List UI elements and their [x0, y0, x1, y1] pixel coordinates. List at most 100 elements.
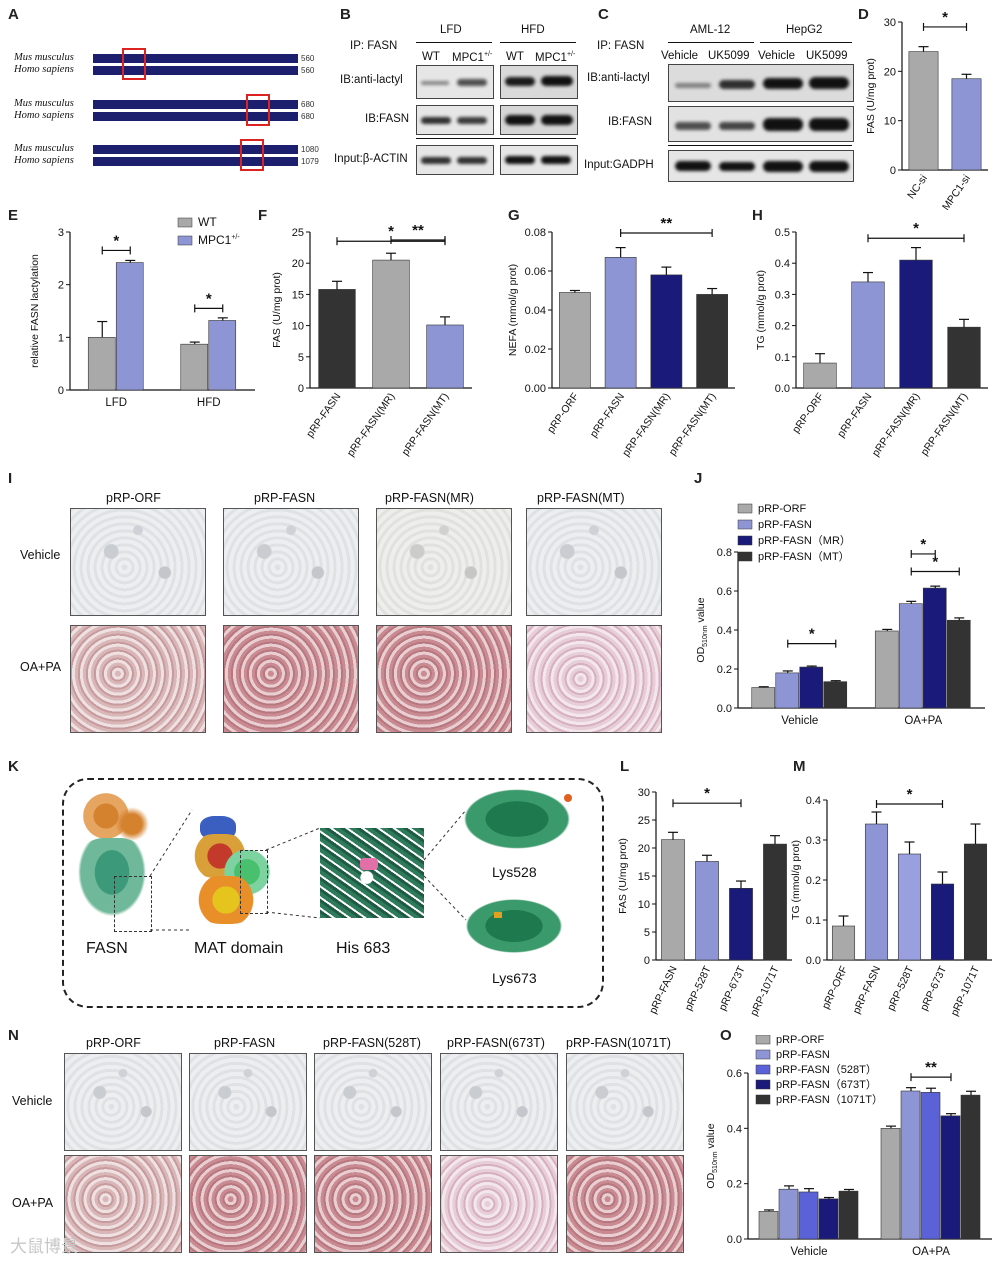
panel-label-e: E [8, 207, 19, 224]
x-tick-label: pRP-FASN(MR) [345, 391, 398, 459]
significance-mark: * [388, 223, 394, 240]
legend-swatch [755, 1064, 771, 1075]
micrograph [64, 1155, 182, 1253]
legend-label: pRP-FASN（528T） [776, 1063, 877, 1076]
species-label: Mus musculus [14, 143, 74, 154]
chart-o-od-value: 0.0 0.2 0.4 0.6 OD510nm value Vehicle OA+PA pRP… [705, 1035, 992, 1258]
y-axis-label-subscript: 510nm [702, 625, 709, 647]
legend-label-text: pRP-FASN（1071T） [776, 1093, 883, 1106]
blot-strip [668, 64, 854, 102]
panel-label-m: M [793, 758, 806, 775]
y-tick-label: 30 [638, 787, 650, 799]
bar [87, 337, 116, 391]
significance-mark: * [113, 232, 119, 249]
bar [940, 1115, 961, 1240]
significance-mark: * [913, 220, 919, 237]
group-underline [416, 42, 492, 43]
panel-label-h: H [752, 207, 763, 224]
blot-band [541, 156, 571, 164]
blot-band [763, 118, 803, 131]
bar [930, 883, 955, 961]
chart-j-od-value: 0.0 0.2 0.4 0.6 0.8 OD510nm value Vehicle OA+PA… [695, 503, 985, 727]
panel-label-i: I [8, 470, 13, 487]
bar [318, 289, 356, 389]
blot-band [421, 117, 451, 124]
blot-band [505, 77, 535, 86]
blot-strip [500, 65, 578, 99]
bar [963, 843, 988, 961]
x-tick-label: pRP-FASN(MT) [667, 391, 719, 458]
legend-swatch [177, 217, 193, 228]
bar [897, 853, 922, 961]
blot-band [457, 79, 487, 86]
x-tick-label: pRP-673T [918, 964, 949, 1013]
blot-band [719, 122, 755, 130]
bar [874, 630, 899, 709]
y-tick-label: 0.6 [727, 1068, 742, 1080]
legend-label-text: WT [198, 215, 217, 229]
lys528-structure [462, 788, 572, 850]
y-axis-label: FAS (U/mg prot) [617, 838, 629, 914]
panel-label-l: L [620, 758, 630, 775]
his683-residue [360, 858, 378, 870]
significance-mark: * [920, 536, 926, 553]
legend-swatch [755, 1094, 771, 1105]
panel-label-g: G [508, 207, 520, 224]
y-tick-label: 0.0 [806, 955, 821, 967]
significance-mark: * [907, 786, 913, 803]
residue-number: 1080 [301, 145, 319, 154]
species-label: Homo sapiens [14, 110, 74, 121]
x-tick-label: pRP-ORF [820, 964, 850, 1011]
significance-mark: * [942, 10, 948, 26]
lane-label: WT [506, 51, 524, 63]
blot-band [763, 78, 803, 89]
significance-mark: * [809, 626, 815, 643]
lysine-highlight-box [122, 48, 146, 80]
y-tick-label: 0.2 [717, 664, 732, 676]
legend-swatch [177, 235, 193, 246]
panel-label-d: D [858, 6, 869, 23]
blot-row-label: IB:FASN [365, 113, 410, 125]
y-tick-label: 0.2 [806, 875, 821, 887]
y-tick-label: 10 [638, 899, 650, 911]
bar [115, 262, 144, 391]
y-tick-label: 3 [58, 227, 64, 239]
x-tick-label: pRP-1071T [748, 964, 782, 1018]
column-label: pRP-FASN(1071T) [566, 1036, 671, 1050]
panel-label-f: F [258, 207, 268, 224]
x-tick-label: HFD [197, 397, 221, 409]
y-axis-label-subscript: 510nm [712, 1151, 719, 1173]
blot-band [675, 83, 711, 88]
blot-band [809, 161, 849, 172]
residue-number: 560 [301, 66, 315, 75]
species-label: Homo sapiens [14, 155, 74, 166]
y-axis-label-main: OD [695, 646, 707, 662]
legend-swatch [737, 551, 753, 562]
label-fasn: FASN [86, 940, 128, 957]
y-tick-label: 25 [292, 227, 304, 239]
legend-swatch [737, 503, 753, 514]
sequence-bar [93, 66, 298, 75]
y-tick-label: 0.5 [775, 227, 790, 239]
y-axis-label: relative FASN lactylation [29, 254, 41, 368]
y-axis-label: OD510nm value [695, 597, 709, 662]
significance-mark: ** [925, 1059, 937, 1076]
y-tick-label: 10 [884, 116, 896, 128]
micrograph [64, 1053, 182, 1151]
y-tick-label: 0.0 [727, 1234, 742, 1246]
lane-label: Vehicle [758, 50, 796, 62]
y-tick-label: 0.4 [717, 625, 732, 637]
blot-band [675, 122, 711, 130]
micrograph [440, 1155, 558, 1253]
zoom-connector-lines [149, 809, 467, 931]
bar [372, 259, 410, 389]
bar [951, 78, 982, 171]
y-tick-label: 0.06 [525, 266, 546, 278]
lane-label: UK5099 [806, 50, 848, 62]
blot-band [719, 80, 755, 89]
bar [922, 587, 947, 709]
bar [763, 843, 787, 961]
y-tick-label: 5 [298, 352, 304, 364]
blot-band [541, 76, 573, 86]
lys673-structure [464, 898, 564, 954]
